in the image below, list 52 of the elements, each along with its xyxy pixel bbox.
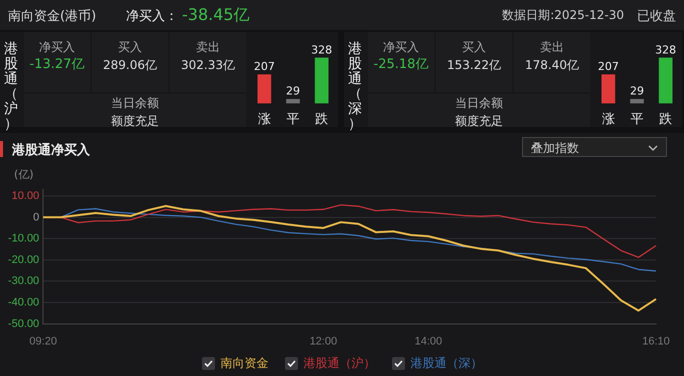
text: 净买入 [38, 39, 76, 56]
text: 数据日期:2025-12-30 [502, 7, 624, 24]
text: 302.33亿 [180, 57, 236, 74]
x-tick-label: 12:00 [310, 335, 338, 348]
text: 港股通（沪） [304, 355, 376, 372]
text: 叠加指数 [522, 137, 667, 157]
text: 南向资金 [220, 355, 268, 372]
text: 卖出 [195, 39, 221, 56]
text: 178.40亿 [524, 57, 580, 74]
text: 买入 [461, 39, 487, 56]
text: 南向资金(港币) [8, 8, 96, 25]
text: 已收盘 [637, 8, 676, 25]
text: 额度充足 [110, 113, 160, 130]
text: 港股通（深） [347, 41, 363, 132]
text: 卖出 [539, 39, 565, 56]
y-tick-label: 0 [33, 211, 40, 224]
text: 当日余额 [110, 95, 160, 112]
text: 买入 [117, 39, 143, 56]
text: 港股通（沪） [3, 41, 19, 132]
x-tick-label: 跌 [315, 110, 328, 126]
text: 净买入 [382, 39, 420, 56]
x-tick-label: 09:20 [29, 335, 57, 348]
data-label: 29 [286, 84, 300, 98]
data-label: 328 [655, 43, 676, 56]
data-label: 328 [311, 43, 332, 56]
text: 港股通（深） [410, 355, 482, 372]
x-tick-label: 跌 [659, 110, 672, 126]
text: 289.06亿 [102, 57, 158, 74]
x-tick-label: 涨 [258, 110, 271, 126]
x-tick-label: 涨 [602, 110, 615, 126]
y-tick-label: -40.00 [8, 296, 40, 309]
y-axis-title: (亿) [14, 167, 34, 182]
data-label: 29 [630, 84, 644, 98]
x-tick-label: 16:10 [642, 335, 670, 348]
y-tick-label: -30.00 [8, 275, 40, 288]
data-label: 207 [598, 60, 619, 74]
chart-title: 港股通净买入 [12, 142, 90, 159]
y-tick-label: -50.00 [8, 318, 40, 330]
x-tick-label: 平 [286, 110, 300, 126]
text: 153.22亿 [446, 57, 502, 74]
y-tick-label: -10.00 [8, 232, 40, 245]
data-label: 207 [254, 60, 275, 74]
text: 额度充足 [454, 113, 504, 130]
y-tick-label: -20.00 [8, 254, 40, 266]
text: -13.27亿 [28, 56, 86, 74]
text: 净买入： [126, 8, 178, 25]
text: -38.45亿 [182, 5, 250, 26]
x-tick-label: 平 [630, 110, 644, 126]
text: 当日余额 [454, 95, 504, 112]
y-tick-label: 10.00 [12, 190, 40, 202]
text: -25.18亿 [372, 56, 430, 74]
x-tick-label: 14:00 [414, 335, 442, 348]
